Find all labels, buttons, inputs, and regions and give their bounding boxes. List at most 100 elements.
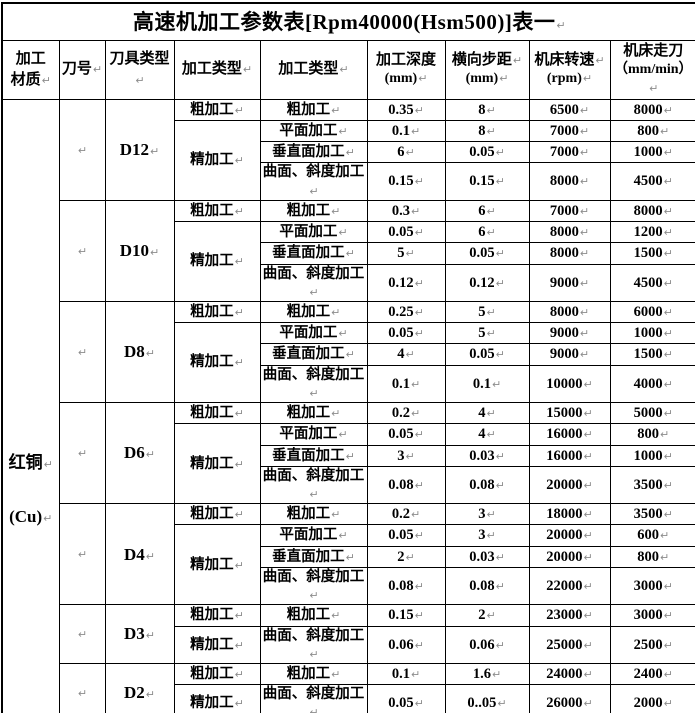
speed-cell[interactable]: 10000↵	[528, 364, 611, 403]
header-cell-tool-type[interactable]: 刀具类型 ↵	[104, 39, 175, 100]
process-type-cell[interactable]: 精加工↵	[173, 625, 261, 664]
tool-label-cell[interactable]: D12↵	[104, 98, 175, 201]
tool-no-cell[interactable]: ↵	[58, 662, 106, 713]
depth-cell[interactable]: 0.12↵	[366, 263, 446, 302]
table-title[interactable]: 高速机加工参数表[Rpm40000(Hsm500)]表一↵	[1, 2, 695, 41]
depth-cell[interactable]: 4↵	[366, 343, 446, 366]
feed-cell[interactable]: 2500↵	[609, 625, 695, 664]
header-cell-speed[interactable]: 机床转速↵ (rpm)↵	[528, 39, 611, 100]
process-subtype-cell[interactable]: 曲面、斜度加工 ↵	[259, 566, 368, 606]
depth-cell[interactable]: 0.1↵	[366, 119, 446, 143]
depth-cell[interactable]: 0.08↵	[366, 566, 446, 606]
process-subtype-cell[interactable]: 曲面、斜度加工 ↵	[259, 465, 368, 505]
speed-cell[interactable]: 7000↵	[528, 119, 611, 143]
step-cell[interactable]: 3↵	[444, 524, 530, 547]
process-type-cell[interactable]: 粗加工↵	[173, 503, 261, 526]
depth-cell[interactable]: 0.05↵	[366, 423, 446, 446]
depth-cell[interactable]: 5↵	[366, 242, 446, 265]
header-cell-process-type-2[interactable]: 加工类型↵	[259, 39, 368, 100]
step-cell[interactable]: 0..05↵	[444, 684, 530, 713]
speed-cell[interactable]: 22000↵	[528, 566, 611, 606]
speed-cell[interactable]: 8000↵	[528, 220, 611, 244]
step-cell[interactable]: 1.6↵	[444, 662, 530, 686]
speed-cell[interactable]: 23000↵	[528, 604, 611, 627]
tool-label-cell[interactable]: D8↵	[104, 300, 175, 403]
process-subtype-cell[interactable]: 粗加工↵	[259, 401, 368, 425]
speed-cell[interactable]: 16000↵	[528, 423, 611, 446]
step-cell[interactable]: 5↵	[444, 300, 530, 324]
header-cell-tool-no[interactable]: 刀号↵	[58, 39, 106, 100]
speed-cell[interactable]: 9000↵	[528, 343, 611, 366]
feed-cell[interactable]: 3500↵	[609, 465, 695, 505]
process-type-cell[interactable]: 精加工↵	[173, 423, 261, 505]
feed-cell[interactable]: 1000↵	[609, 322, 695, 345]
process-type-cell[interactable]: 粗加工↵	[173, 98, 261, 121]
header-cell-feed[interactable]: 机床走刀 （mm/min） ↵	[609, 39, 695, 100]
step-cell[interactable]: 4↵	[444, 401, 530, 425]
tool-label-cell[interactable]: D4↵	[104, 503, 175, 606]
header-cell-step[interactable]: 横向步距↵ (mm)↵	[444, 39, 530, 100]
step-cell[interactable]: 0.03↵	[444, 545, 530, 568]
feed-cell[interactable]: 2400↵	[609, 662, 695, 686]
step-cell[interactable]: 4↵	[444, 423, 530, 446]
feed-cell[interactable]: 4500↵	[609, 263, 695, 302]
process-subtype-cell[interactable]: 垂直面加工↵	[259, 444, 368, 467]
feed-cell[interactable]: 4000↵	[609, 364, 695, 403]
process-subtype-cell[interactable]: 平面加工↵	[259, 524, 368, 547]
feed-cell[interactable]: 3000↵	[609, 604, 695, 627]
step-cell[interactable]: 0.1↵	[444, 364, 530, 403]
feed-cell[interactable]: 800↵	[609, 545, 695, 568]
tool-label-cell[interactable]: D2↵	[104, 662, 175, 713]
speed-cell[interactable]: 15000↵	[528, 401, 611, 425]
process-subtype-cell[interactable]: 曲面、斜度加工 ↵	[259, 625, 368, 664]
feed-cell[interactable]: 600↵	[609, 524, 695, 547]
process-type-cell[interactable]: 粗加工↵	[173, 300, 261, 324]
step-cell[interactable]: 2↵	[444, 604, 530, 627]
process-type-cell[interactable]: 精加工↵	[173, 220, 261, 302]
step-cell[interactable]: 0.15↵	[444, 162, 530, 201]
speed-cell[interactable]: 20000↵	[528, 524, 611, 547]
depth-cell[interactable]: 0.05↵	[366, 322, 446, 345]
tool-label-cell[interactable]: D6↵	[104, 401, 175, 505]
process-subtype-cell[interactable]: 曲面、斜度加工 ↵	[259, 684, 368, 713]
step-cell[interactable]: 0.08↵	[444, 566, 530, 606]
depth-cell[interactable]: 0.1↵	[366, 662, 446, 686]
speed-cell[interactable]: 20000↵	[528, 545, 611, 568]
step-cell[interactable]: 6↵	[444, 220, 530, 244]
speed-cell[interactable]: 16000↵	[528, 444, 611, 467]
process-subtype-cell[interactable]: 平面加工↵	[259, 119, 368, 143]
header-cell-process-type-1[interactable]: 加工类型↵	[173, 39, 261, 100]
process-subtype-cell[interactable]: 垂直面加工↵	[259, 343, 368, 366]
step-cell[interactable]: 8↵	[444, 119, 530, 143]
process-subtype-cell[interactable]: 粗加工↵	[259, 199, 368, 222]
process-subtype-cell[interactable]: 垂直面加工↵	[259, 242, 368, 265]
process-type-cell[interactable]: 粗加工↵	[173, 662, 261, 686]
feed-cell[interactable]: 3000↵	[609, 566, 695, 606]
step-cell[interactable]: 0.06↵	[444, 625, 530, 664]
depth-cell[interactable]: 0.05↵	[366, 220, 446, 244]
process-type-cell[interactable]: 精加工↵	[173, 322, 261, 403]
speed-cell[interactable]: 7000↵	[528, 141, 611, 164]
depth-cell[interactable]: 0.15↵	[366, 604, 446, 627]
process-type-cell[interactable]: 精加工↵	[173, 119, 261, 201]
process-type-cell[interactable]: 粗加工↵	[173, 199, 261, 222]
speed-cell[interactable]: 18000↵	[528, 503, 611, 526]
feed-cell[interactable]: 4500↵	[609, 162, 695, 201]
depth-cell[interactable]: 0.1↵	[366, 364, 446, 403]
process-type-cell[interactable]: 粗加工↵	[173, 604, 261, 627]
feed-cell[interactable]: 6000↵	[609, 300, 695, 324]
tool-no-cell[interactable]: ↵	[58, 401, 106, 505]
process-subtype-cell[interactable]: 粗加工↵	[259, 662, 368, 686]
process-subtype-cell[interactable]: 平面加工↵	[259, 322, 368, 345]
tool-no-cell[interactable]: ↵	[58, 604, 106, 664]
feed-cell[interactable]: 1000↵	[609, 141, 695, 164]
depth-cell[interactable]: 0.2↵	[366, 503, 446, 526]
process-subtype-cell[interactable]: 垂直面加工↵	[259, 141, 368, 164]
feed-cell[interactable]: 1200↵	[609, 220, 695, 244]
speed-cell[interactable]: 8000↵	[528, 300, 611, 324]
depth-cell[interactable]: 0.06↵	[366, 625, 446, 664]
speed-cell[interactable]: 6500↵	[528, 98, 611, 121]
material-cell[interactable]: 红铜↵ (Cu)↵	[1, 98, 60, 713]
process-type-cell[interactable]: 精加工↵	[173, 684, 261, 713]
depth-cell[interactable]: 3↵	[366, 444, 446, 467]
